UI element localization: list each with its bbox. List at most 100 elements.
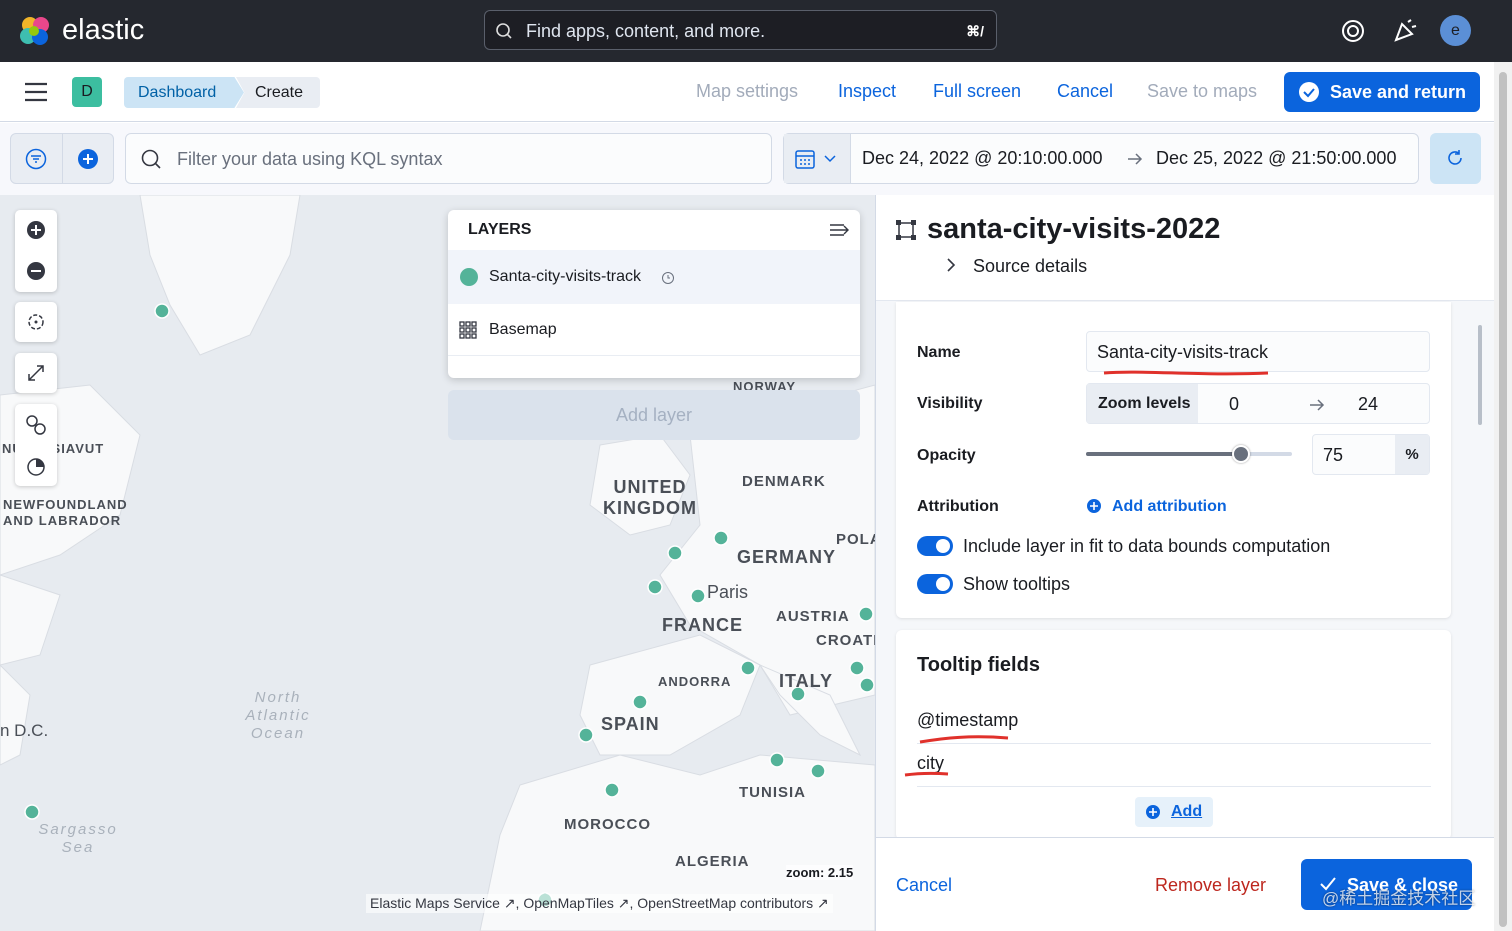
field-label: Visibility — [917, 395, 983, 412]
slider-thumb[interactable] — [1231, 445, 1250, 463]
add-field-button[interactable]: Add — [1135, 797, 1213, 827]
map-label: TUNISIA — [739, 784, 806, 801]
map-label: ALGERIA — [675, 853, 750, 870]
scrollbar — [1494, 62, 1512, 931]
map-label: SPAIN — [601, 714, 660, 734]
map-label: Paris — [707, 582, 749, 602]
attribution-link[interactable]: Elastic Maps Service — [370, 895, 500, 911]
opacity-value: 75 — [1323, 445, 1344, 465]
cancel-button[interactable]: Cancel — [896, 875, 953, 895]
toggle[interactable] — [917, 536, 953, 556]
attribution: Elastic Maps Service ↗, OpenMapTiles ↗, … — [366, 894, 833, 913]
map: NUNATSIAVUT NEWFOUNDLAND AND LABRADOR NO… — [0, 195, 875, 931]
zoom-controls[interactable] — [15, 210, 57, 292]
opacity-input[interactable]: 75 % — [1312, 434, 1430, 475]
map-label: AUSTRIA — [776, 608, 850, 625]
news-icon[interactable] — [1392, 18, 1418, 44]
breadcrumb[interactable]: Dashboard — [124, 77, 244, 108]
logo — [20, 17, 49, 45]
inspect[interactable]: Inspect — [838, 81, 897, 101]
footer: Cancel Remove layer Save & close — [876, 837, 1495, 931]
zoom-range[interactable]: Zoom levels 0 24 — [1086, 383, 1430, 424]
attribution-link[interactable]: OpenMapTiles — [523, 895, 614, 911]
field-label: Attribution — [917, 498, 999, 515]
save-to-maps[interactable]: Save to maps — [1147, 81, 1258, 101]
search-placeholder: Find apps, content, and more. — [526, 21, 766, 41]
filter-buttons[interactable] — [10, 133, 114, 184]
toggle-label: Show tooltips — [963, 574, 1071, 594]
cancel[interactable]: Cancel — [1057, 81, 1114, 101]
map-label: POLA — [836, 531, 875, 548]
map-label: n D.C. — [0, 721, 49, 740]
card-title: Tooltip fields — [917, 654, 1040, 676]
menu-icon[interactable] — [25, 82, 47, 102]
end-date[interactable]: Dec 25, 2022 @ 21:50:00.000 — [1156, 148, 1397, 168]
layers-panel: LAYERS Santa-city-visits-track Basemap — [448, 210, 860, 378]
add-attribution[interactable]: Add attribution — [1112, 498, 1227, 515]
settings-card: Name Santa-city-visits-track Visibility … — [896, 302, 1451, 618]
full-screen[interactable]: Full screen — [933, 81, 1022, 101]
map-label: UNITED KINGDOM — [603, 477, 697, 518]
toggle-label: Include layer in fit to data bounds comp… — [963, 536, 1331, 556]
zoom-min[interactable]: 0 — [1229, 394, 1240, 414]
kql-input[interactable]: Filter your data using KQL syntax — [125, 133, 772, 184]
layer-name: Santa-city-visits-track — [489, 268, 642, 285]
panel-title: santa-city-visits-2022 — [927, 213, 1221, 245]
slider-fill — [1086, 452, 1241, 456]
name-input[interactable]: Santa-city-visits-track — [1086, 331, 1430, 372]
map-settings[interactable]: Map settings — [696, 81, 799, 101]
toggle[interactable] — [917, 574, 953, 594]
space-badge[interactable]: D — [72, 77, 102, 107]
placeholder: Filter your data using KQL syntax — [177, 149, 443, 169]
toolbar: D Dashboard Create Map settings Inspect … — [0, 62, 1512, 122]
zoom-levels-label: Zoom levels — [1087, 384, 1198, 423]
map-label: MOROCCO — [564, 816, 651, 833]
button-label: Add — [1171, 803, 1203, 820]
avatar[interactable]: e — [1440, 15, 1471, 46]
tooltip-field[interactable]: @timestamp — [917, 710, 1431, 744]
fit-bounds[interactable] — [15, 353, 57, 393]
refresh-button[interactable] — [1430, 133, 1481, 184]
map-label: NEWFOUNDLAND AND LABRADOR — [3, 497, 128, 528]
basemap — [0, 195, 875, 931]
ocean-label: North Atlantic Ocean — [245, 689, 311, 742]
attribution-link[interactable]: OpenStreetMap contributors — [637, 895, 814, 911]
breadcrumb: Create — [236, 77, 320, 108]
source-details[interactable]: Source details — [973, 256, 1088, 276]
map-label: GERMANY — [737, 547, 837, 567]
remove-layer[interactable]: Remove layer — [1155, 875, 1267, 895]
opacity-slider[interactable] — [1086, 445, 1292, 463]
layer-name: Basemap — [489, 321, 557, 338]
map-label: ANDORRA — [658, 674, 732, 689]
header: elastic Find apps, content, and more. ⌘/… — [0, 0, 1512, 62]
brand: elastic — [62, 14, 145, 46]
start-date[interactable]: Dec 24, 2022 @ 20:10:00.000 — [862, 148, 1103, 168]
tooltip-card: Tooltip fields @timestamp city Add — [896, 630, 1451, 840]
layers-title: LAYERS — [468, 221, 532, 238]
field-label: Name — [917, 344, 961, 361]
tooltip-field[interactable]: city — [917, 753, 1431, 787]
global-search[interactable]: Find apps, content, and more. ⌘/ — [484, 10, 997, 50]
query-bar: Filter your data using KQL syntax Dec 24… — [0, 123, 1494, 195]
map-label: DENMARK — [742, 473, 826, 490]
collapse-icon[interactable] — [829, 222, 849, 238]
save-close-button[interactable]: Save & close — [1301, 859, 1472, 910]
zoom-max[interactable]: 24 — [1358, 394, 1379, 414]
watermark: @稀土掘金技术社区 — [1322, 889, 1476, 908]
map-label: ITALY — [779, 671, 834, 691]
add-layer-button[interactable]: Add layer — [448, 390, 860, 440]
shortcut: ⌘/ — [966, 23, 984, 39]
tool-controls[interactable] — [15, 404, 57, 486]
save-and-return[interactable]: Save and return — [1284, 72, 1480, 112]
date-picker[interactable]: Dec 24, 2022 @ 20:10:00.000 Dec 25, 2022… — [783, 133, 1419, 184]
help-icon[interactable] — [1340, 18, 1366, 44]
ocean-label: Sargasso Sea — [38, 821, 118, 856]
layer-row[interactable]: Santa-city-visits-track — [448, 250, 860, 304]
map-label: CROATIA — [816, 632, 875, 649]
reset-view[interactable] — [15, 302, 57, 342]
button-label: Save & close — [1347, 875, 1459, 895]
zoom-level: zoom: 2.15 — [786, 865, 854, 880]
layer-row[interactable]: Basemap — [448, 304, 860, 356]
field-label: Opacity — [917, 447, 976, 464]
